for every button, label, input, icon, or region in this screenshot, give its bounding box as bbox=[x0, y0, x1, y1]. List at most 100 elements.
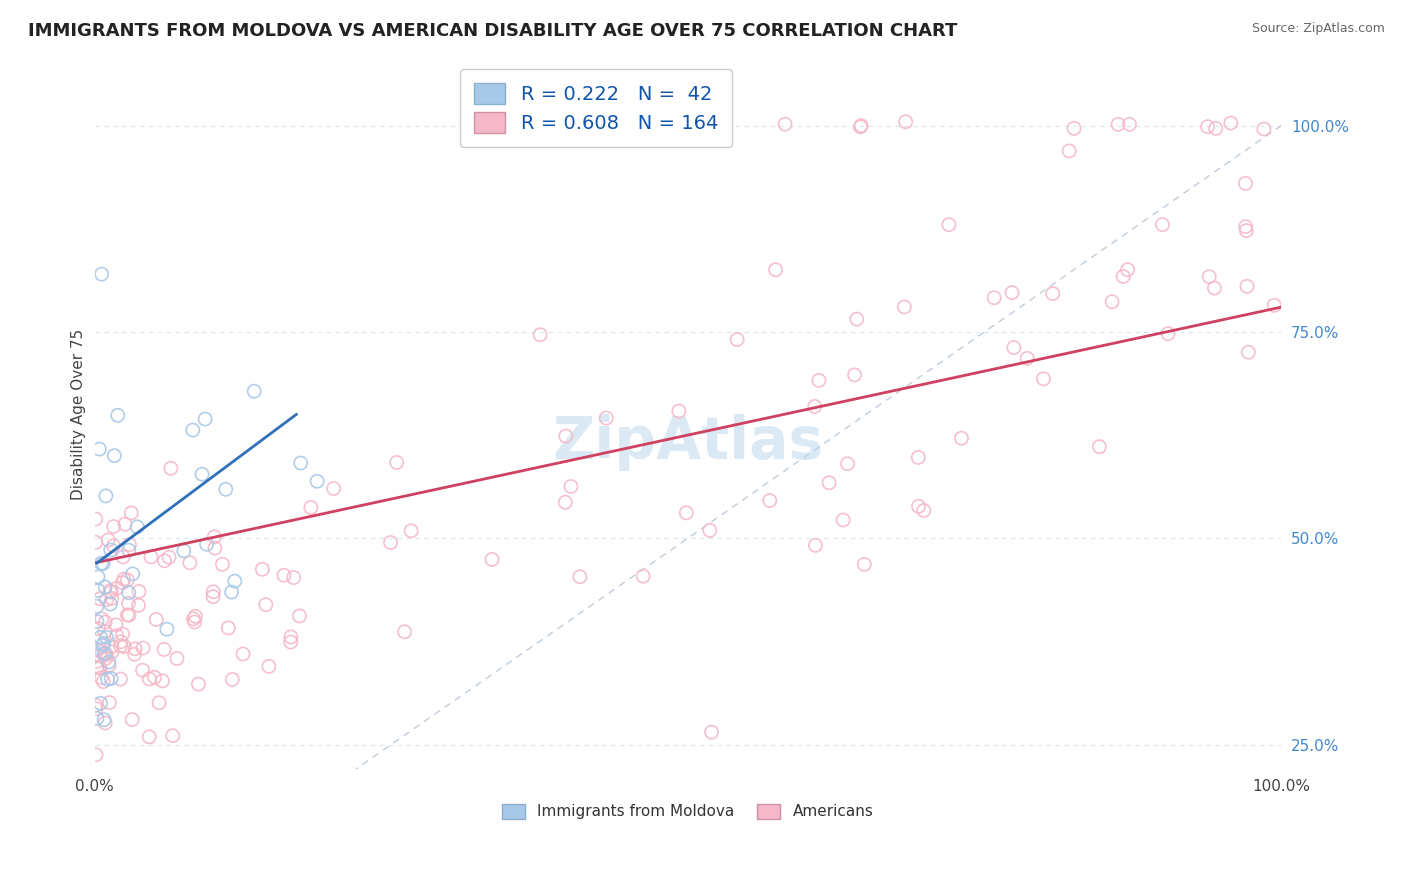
Point bbox=[252, 562, 274, 576]
Point bbox=[100, 672, 122, 686]
Point bbox=[118, 585, 141, 599]
Point bbox=[94, 624, 117, 639]
Point bbox=[127, 599, 149, 613]
Point bbox=[98, 597, 121, 611]
Point bbox=[1219, 116, 1241, 130]
Point bbox=[94, 580, 117, 594]
Point bbox=[120, 830, 142, 845]
Point bbox=[224, 574, 246, 589]
Point bbox=[103, 539, 125, 553]
Point bbox=[893, 300, 915, 314]
Point bbox=[307, 475, 329, 489]
Point bbox=[84, 512, 107, 526]
Point bbox=[96, 630, 118, 644]
Point bbox=[280, 630, 302, 644]
Point bbox=[112, 572, 135, 586]
Point bbox=[202, 530, 225, 544]
Point bbox=[950, 431, 973, 445]
Point bbox=[844, 368, 866, 382]
Point bbox=[105, 581, 128, 595]
Point bbox=[1198, 269, 1220, 284]
Text: Source: ZipAtlas.com: Source: ZipAtlas.com bbox=[1251, 22, 1385, 36]
Point bbox=[183, 612, 205, 626]
Point bbox=[221, 585, 243, 599]
Point bbox=[90, 671, 112, 685]
Point bbox=[89, 442, 111, 456]
Point bbox=[152, 673, 174, 688]
Point bbox=[89, 591, 111, 606]
Point bbox=[91, 674, 114, 689]
Legend: Immigrants from Moldova, Americans: Immigrants from Moldova, Americans bbox=[496, 797, 880, 825]
Point bbox=[1234, 177, 1257, 191]
Point bbox=[700, 725, 723, 739]
Point bbox=[184, 609, 207, 624]
Point bbox=[983, 291, 1005, 305]
Point bbox=[280, 635, 302, 649]
Point bbox=[159, 461, 181, 475]
Point bbox=[202, 584, 225, 599]
Point bbox=[299, 500, 322, 515]
Point bbox=[179, 556, 201, 570]
Point bbox=[98, 658, 121, 673]
Point bbox=[1263, 298, 1285, 312]
Point bbox=[157, 550, 180, 565]
Point bbox=[1001, 285, 1024, 300]
Point bbox=[117, 573, 139, 587]
Point bbox=[912, 503, 935, 517]
Point bbox=[568, 570, 591, 584]
Point bbox=[1057, 144, 1080, 158]
Point bbox=[380, 535, 402, 549]
Point bbox=[1042, 286, 1064, 301]
Point bbox=[1197, 120, 1219, 134]
Point bbox=[697, 120, 720, 134]
Y-axis label: Disability Age Over 75: Disability Age Over 75 bbox=[72, 329, 86, 500]
Point bbox=[139, 549, 162, 564]
Point bbox=[111, 627, 134, 641]
Point bbox=[257, 659, 280, 673]
Point bbox=[105, 629, 128, 643]
Point bbox=[93, 636, 115, 650]
Point bbox=[699, 524, 721, 538]
Point bbox=[1234, 219, 1257, 234]
Point bbox=[94, 651, 117, 665]
Point bbox=[675, 506, 697, 520]
Point bbox=[86, 655, 108, 669]
Point bbox=[86, 660, 108, 674]
Point bbox=[1002, 341, 1025, 355]
Point bbox=[98, 696, 121, 710]
Point bbox=[96, 648, 118, 662]
Point bbox=[160, 816, 183, 830]
Point bbox=[765, 262, 787, 277]
Point bbox=[93, 647, 115, 661]
Point bbox=[288, 608, 311, 623]
Point bbox=[86, 711, 108, 725]
Point bbox=[232, 647, 254, 661]
Point bbox=[191, 467, 214, 482]
Point bbox=[1204, 281, 1226, 295]
Point bbox=[87, 642, 110, 657]
Point bbox=[84, 698, 107, 713]
Point bbox=[90, 612, 112, 626]
Point bbox=[529, 327, 551, 342]
Point bbox=[211, 558, 233, 572]
Point bbox=[1152, 218, 1174, 232]
Point bbox=[194, 412, 217, 426]
Point bbox=[89, 660, 111, 674]
Point bbox=[103, 449, 125, 463]
Point bbox=[183, 615, 205, 629]
Point bbox=[114, 517, 136, 532]
Point bbox=[84, 747, 107, 762]
Point bbox=[187, 677, 209, 691]
Point bbox=[128, 584, 150, 599]
Point bbox=[104, 807, 127, 822]
Point bbox=[283, 570, 305, 584]
Point bbox=[96, 592, 118, 607]
Point bbox=[837, 457, 859, 471]
Point bbox=[807, 373, 830, 387]
Point bbox=[110, 639, 132, 653]
Point bbox=[1107, 117, 1129, 131]
Point bbox=[385, 455, 408, 469]
Point bbox=[93, 713, 115, 727]
Point bbox=[181, 423, 204, 437]
Point bbox=[254, 598, 277, 612]
